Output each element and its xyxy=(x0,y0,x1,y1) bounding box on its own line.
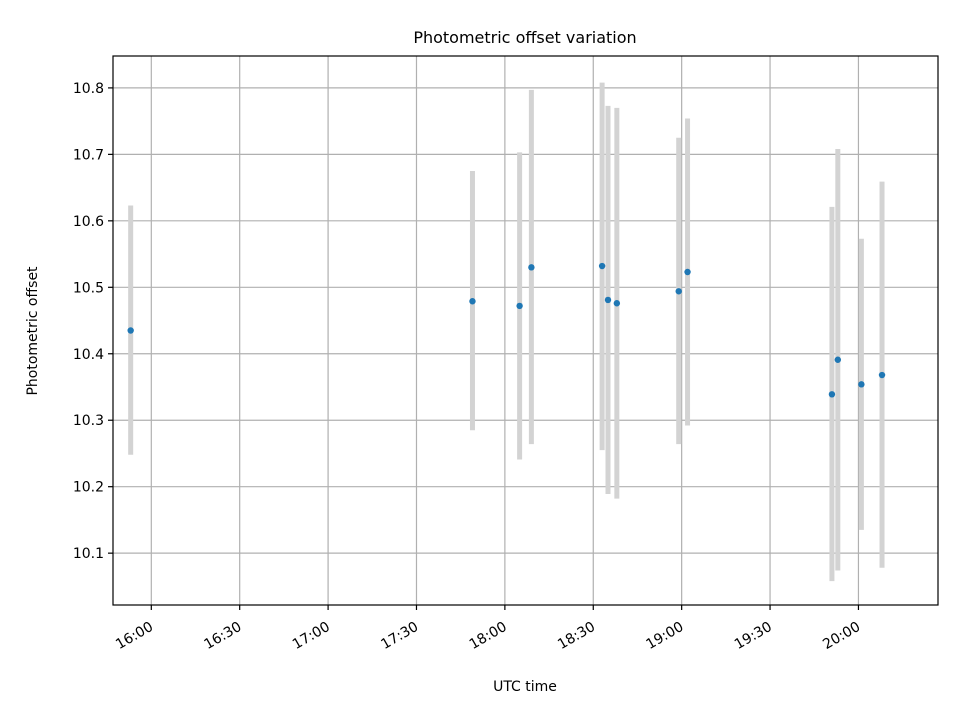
data-point xyxy=(528,264,535,271)
data-point xyxy=(878,371,886,379)
grid xyxy=(113,56,938,605)
data-point xyxy=(828,391,836,398)
data-point xyxy=(613,300,621,307)
chart-title: Photometric offset variation xyxy=(413,28,636,47)
data-point xyxy=(834,356,842,363)
y-tick-label: 10.4 xyxy=(73,347,104,363)
y-tick-label: 10.1 xyxy=(73,546,104,562)
data-point xyxy=(598,262,606,270)
data-point xyxy=(469,298,476,305)
y-tick-label: 10.8 xyxy=(73,81,104,97)
y-tick-label: 10.6 xyxy=(73,214,104,230)
data-point xyxy=(684,268,691,276)
data-point xyxy=(127,327,134,334)
y-tick-label: 10.3 xyxy=(73,413,104,429)
data-point xyxy=(516,302,523,310)
data-points xyxy=(127,262,886,398)
y-tick-label: 10.5 xyxy=(73,280,104,296)
data-point xyxy=(858,381,865,388)
plot-area-frame xyxy=(112,55,939,606)
y-tick-label: 10.2 xyxy=(73,480,104,496)
y-tick-label: 10.7 xyxy=(73,147,104,163)
data-point xyxy=(675,288,682,295)
y-axis: 10.1 10.2 10.3 10.4 10.5 10.6 10.7 10.8 xyxy=(73,81,113,562)
x-axis-label: UTC time xyxy=(493,679,557,695)
data-point xyxy=(604,296,612,304)
y-axis-label: Photometric offset xyxy=(25,266,41,396)
